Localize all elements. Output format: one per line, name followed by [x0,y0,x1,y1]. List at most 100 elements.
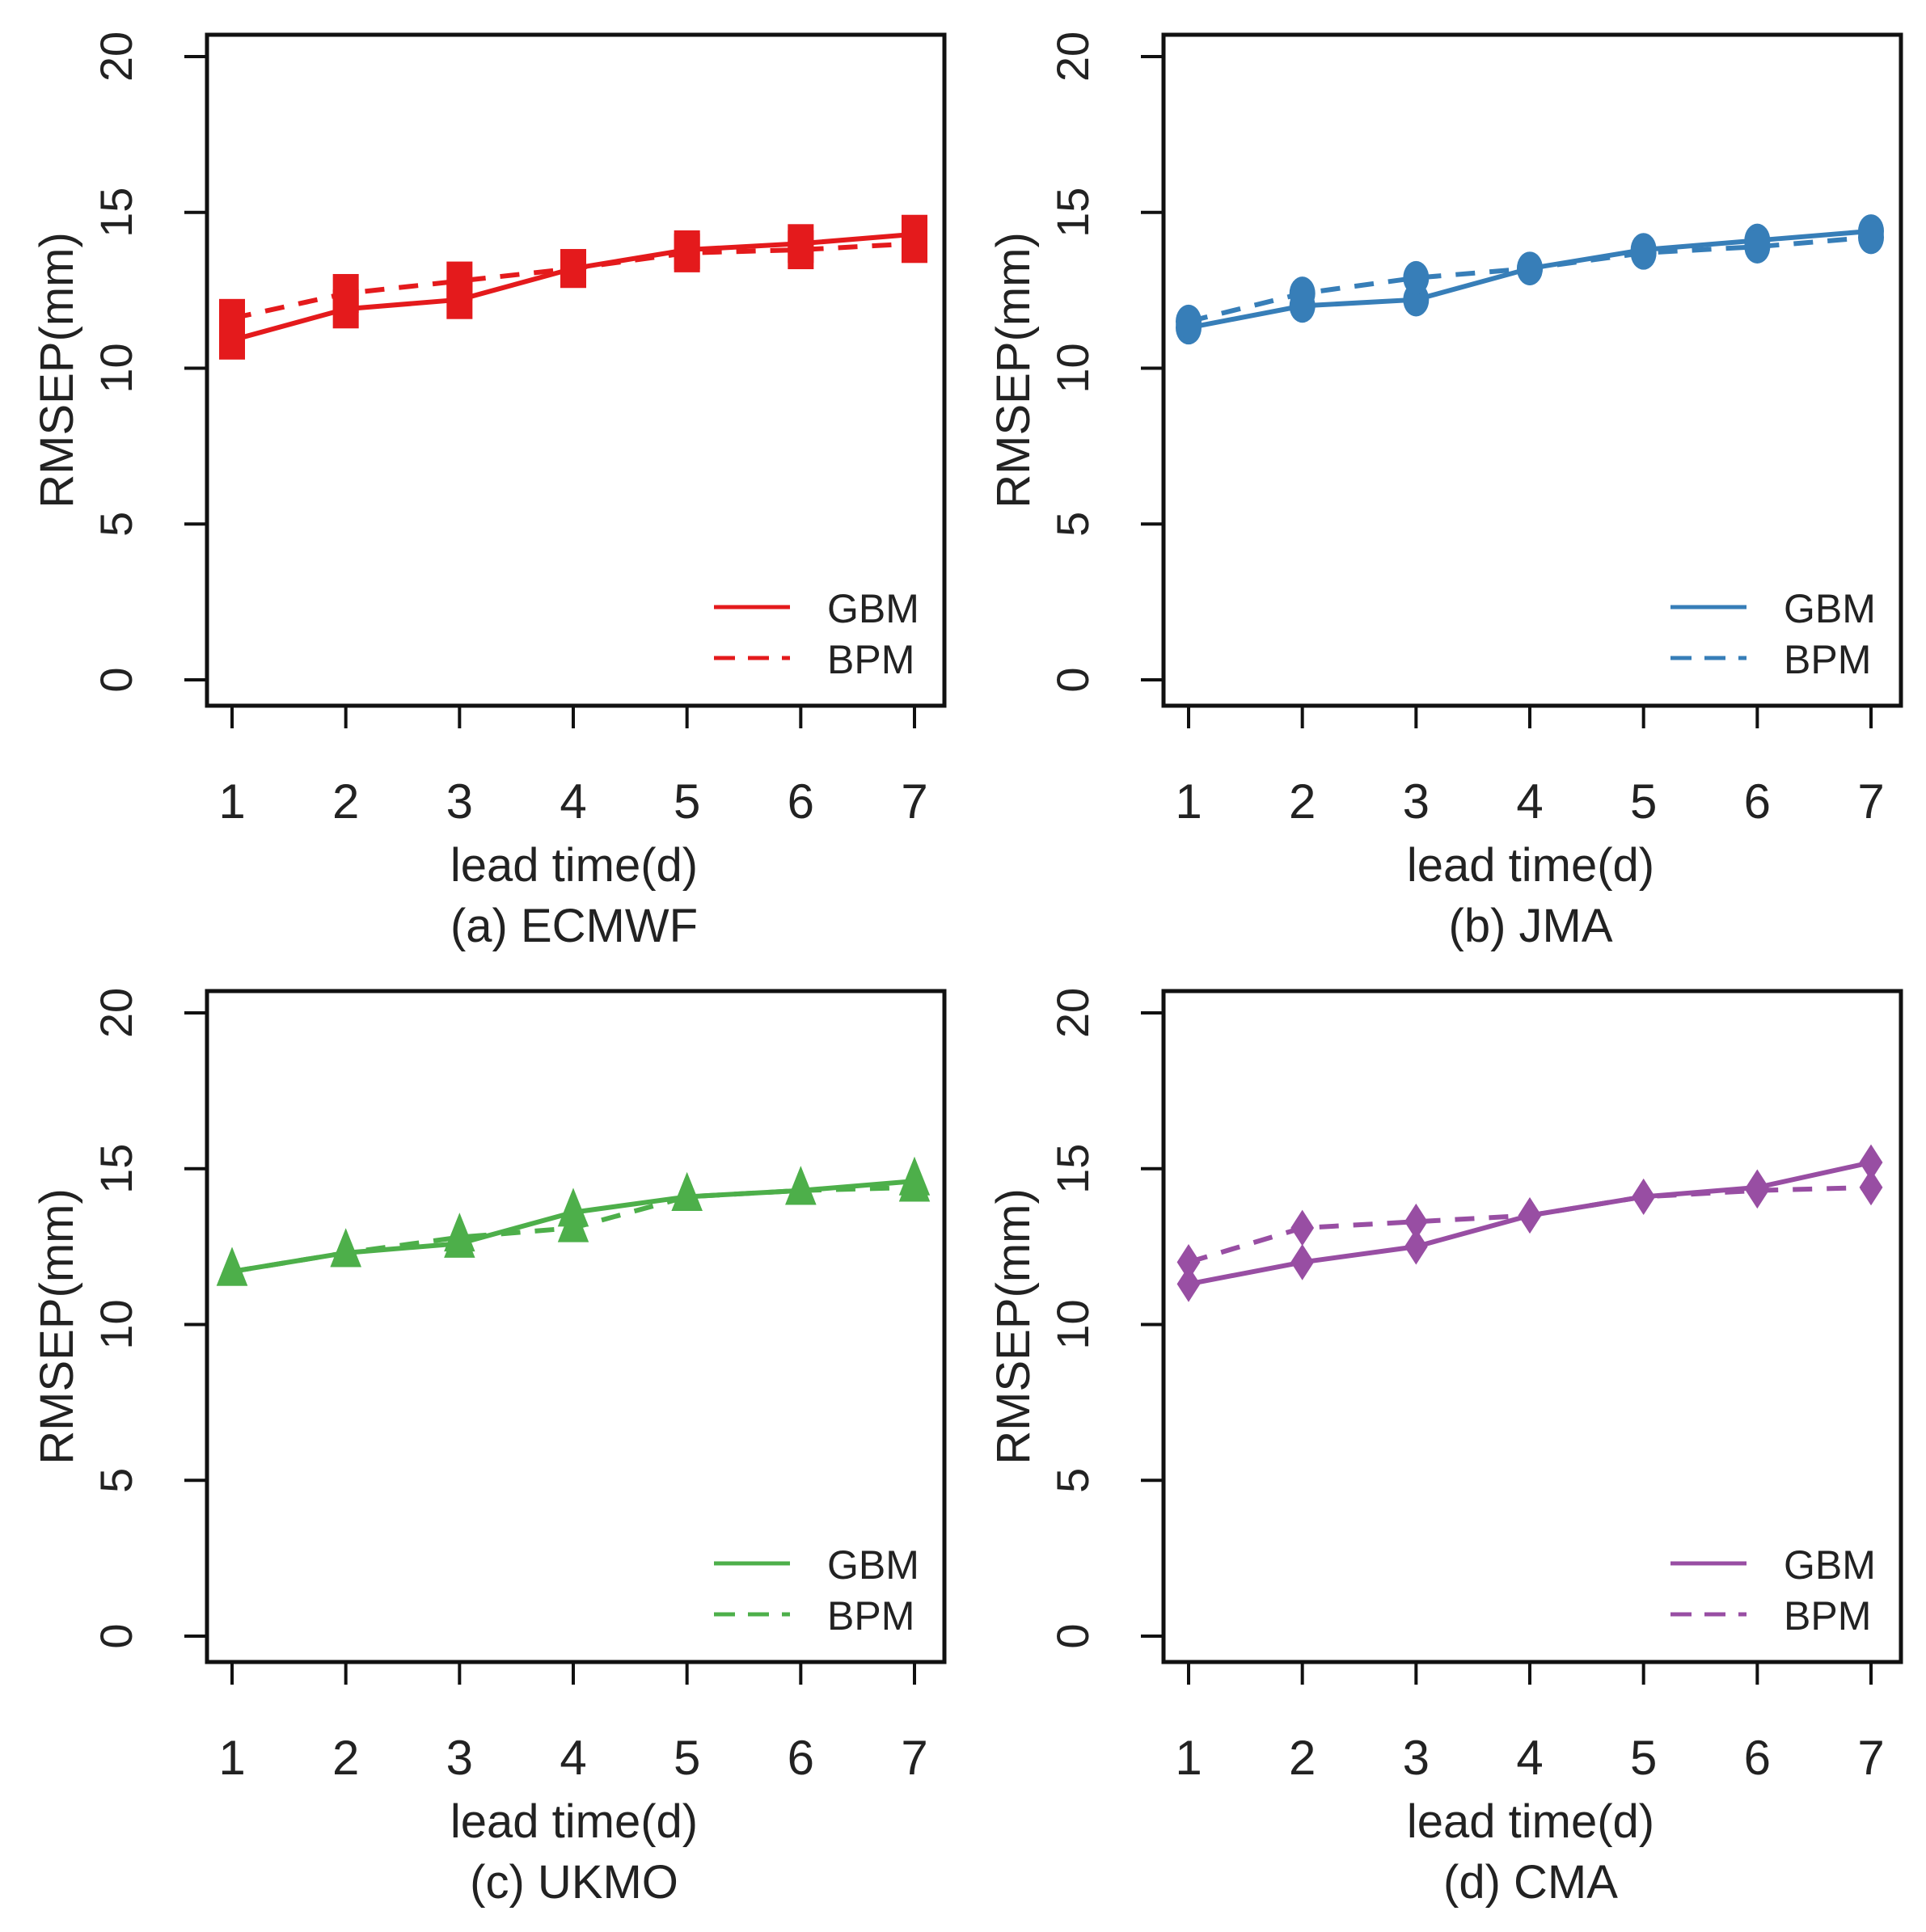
data-point-bpm [1403,260,1430,295]
x-tick-label: 7 [1857,774,1884,829]
y-tick-label: 15 [91,188,141,238]
data-point-bpm [785,1166,817,1205]
x-tick-label: 2 [332,1731,359,1785]
x-axis-title: lead time(d) [1407,839,1654,892]
data-point-bpm [216,1247,248,1286]
data-point-bpm [671,1172,703,1212]
y-tick-label: 10 [91,343,141,393]
plot-frame [1161,989,1903,1664]
data-point-bpm [332,273,359,313]
y-tick-label: 5 [1047,1468,1098,1493]
y-tick-label: 20 [91,988,141,1038]
x-axis-title: lead time(d) [1407,1795,1654,1848]
data-point-bpm [898,1162,931,1202]
x-tick-label: 5 [1630,1731,1657,1785]
chart-panel: 0 5 10 15 20 1 2 3 4 5 6 7 RMSEP(mm) lead time(d) (d) … [987,988,1903,1909]
y-tick-label: 0 [1047,667,1098,692]
panel-title: (d) CMA [1443,1856,1618,1909]
panel-title: (c) UKMO [470,1856,678,1909]
x-tick-label: 2 [1289,1731,1316,1785]
legend-label-bpm: BPM [1784,1593,1871,1639]
y-tick-label: 5 [91,1468,141,1493]
data-point-bpm [1745,1172,1769,1209]
chart-panel: 0 5 10 15 20 1 2 3 4 5 6 7 RMSEP(mm) lead time(d) (c) … [31,988,947,1909]
legend-label-gbm: GBM [827,586,919,631]
y-axis-title: RMSEP(mm) [987,232,1040,508]
data-point-bpm [446,261,473,301]
data-point-bpm [1858,220,1884,255]
y-tick-label: 0 [91,1623,141,1648]
y-tick-label: 10 [91,1299,141,1349]
y-axis-title: RMSEP(mm) [31,1188,83,1465]
data-point-gbm [1176,1265,1201,1302]
x-tick-label: 1 [1175,774,1202,829]
x-tick-label: 3 [446,774,473,829]
x-tick-label: 5 [674,774,700,829]
legend-label-gbm: GBM [1784,1542,1876,1588]
x-tick-label: 7 [901,774,927,829]
legend-label-bpm: BPM [1784,637,1871,682]
data-point-bpm [1176,1244,1201,1280]
y-tick-label: 15 [1047,1144,1098,1194]
x-tick-label: 4 [1516,774,1543,829]
y-tick-label: 5 [1047,512,1098,537]
x-tick-label: 2 [332,774,359,829]
x-tick-label: 1 [218,774,245,829]
y-tick-label: 10 [1047,343,1098,393]
x-axis-title: lead time(d) [450,839,698,892]
x-tick-label: 1 [218,1731,245,1785]
data-point-bpm [219,298,245,338]
x-tick-label: 4 [560,774,586,829]
y-tick-label: 0 [91,667,141,692]
x-tick-label: 6 [788,1731,814,1785]
y-tick-label: 5 [91,512,141,537]
data-point-bpm [1518,1197,1542,1234]
x-tick-label: 2 [1289,774,1316,829]
y-tick-label: 15 [91,1144,141,1194]
x-tick-label: 7 [1857,1731,1884,1785]
plot-frame [1161,32,1903,708]
plot-frame [205,32,947,708]
panel-title: (b) JMA [1449,900,1613,952]
legend-label-gbm: GBM [827,1542,919,1588]
data-point-bpm [1404,1203,1428,1240]
y-tick-label: 10 [1047,1299,1098,1349]
data-point-gbm [1859,1144,1883,1181]
y-tick-label: 20 [1047,32,1098,82]
chart-panel: 0 5 10 15 20 1 2 3 4 5 6 7 RMSEP(mm) lead time(d) (b) … [987,32,1903,952]
y-tick-label: 20 [91,32,141,82]
panel-title: (a) ECMWF [450,900,698,952]
data-point-bpm [1630,236,1657,270]
x-tick-label: 4 [560,1731,586,1785]
x-tick-label: 7 [901,1731,927,1785]
x-tick-label: 6 [1744,1731,1771,1785]
x-tick-label: 3 [446,1731,473,1785]
data-point-gbm [1290,1244,1315,1280]
legend-label-bpm: BPM [827,637,914,682]
x-tick-label: 5 [674,1731,700,1785]
plot-frame [205,989,947,1664]
data-point-bpm [902,224,927,264]
y-tick-label: 20 [1047,988,1098,1038]
data-point-bpm [674,233,700,272]
legend-label-gbm: GBM [1784,586,1876,631]
x-tick-label: 4 [1516,1731,1543,1785]
data-point-bpm [560,249,586,289]
y-axis-title: RMSEP(mm) [31,232,83,508]
y-tick-label: 0 [1047,1623,1098,1648]
x-tick-label: 1 [1175,1731,1202,1785]
x-tick-label: 3 [1403,1731,1430,1785]
data-point-bpm [1859,1169,1883,1206]
chart-panel: 0 5 10 15 20 1 2 3 4 5 6 7 RMSEP(mm) lead time(d) (a) … [31,32,947,952]
data-point-bpm [1744,230,1771,264]
data-point-bpm [1290,1209,1315,1247]
y-axis-title: RMSEP(mm) [987,1188,1040,1465]
legend-label-bpm: BPM [827,1593,914,1639]
data-point-bpm [1517,251,1543,285]
data-point-bpm [1176,304,1202,339]
data-point-bpm [557,1203,589,1242]
y-tick-label: 15 [1047,188,1098,238]
x-tick-label: 6 [1744,774,1771,829]
data-point-bpm [444,1213,475,1252]
